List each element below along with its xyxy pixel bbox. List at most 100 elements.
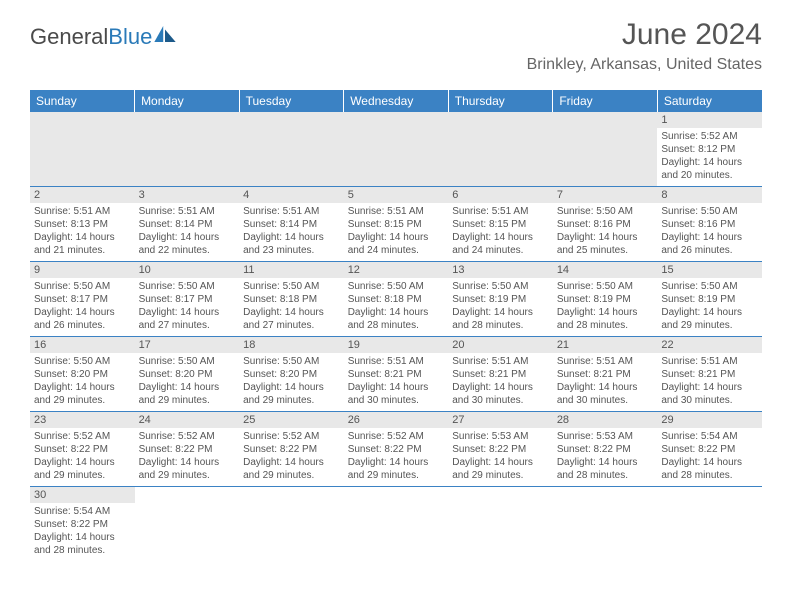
day-number: 1 (657, 112, 762, 128)
day-details: Sunrise: 5:52 AMSunset: 8:22 PMDaylight:… (135, 428, 240, 486)
day-number: 20 (448, 337, 553, 353)
day-number: 22 (657, 337, 762, 353)
day-details: Sunrise: 5:51 AMSunset: 8:21 PMDaylight:… (448, 353, 553, 411)
day-details: Sunrise: 5:51 AMSunset: 8:14 PMDaylight:… (135, 203, 240, 261)
calendar-table: SundayMondayTuesdayWednesdayThursdayFrid… (30, 90, 762, 561)
day-details: Sunrise: 5:51 AMSunset: 8:21 PMDaylight:… (657, 353, 762, 411)
day-number: 29 (657, 412, 762, 428)
weekday-header: Thursday (448, 90, 553, 112)
calendar-cell (344, 487, 449, 562)
day-details: Sunrise: 5:50 AMSunset: 8:19 PMDaylight:… (657, 278, 762, 336)
calendar-body: 1Sunrise: 5:52 AMSunset: 8:12 PMDaylight… (30, 112, 762, 561)
day-number: 12 (344, 262, 449, 278)
calendar-cell: 16Sunrise: 5:50 AMSunset: 8:20 PMDayligh… (30, 337, 135, 412)
calendar-cell: 3Sunrise: 5:51 AMSunset: 8:14 PMDaylight… (135, 187, 240, 262)
calendar-cell: 19Sunrise: 5:51 AMSunset: 8:21 PMDayligh… (344, 337, 449, 412)
calendar-cell: 5Sunrise: 5:51 AMSunset: 8:15 PMDaylight… (344, 187, 449, 262)
day-details: Sunrise: 5:53 AMSunset: 8:22 PMDaylight:… (553, 428, 658, 486)
calendar-cell: 28Sunrise: 5:53 AMSunset: 8:22 PMDayligh… (553, 412, 658, 487)
calendar-cell: 13Sunrise: 5:50 AMSunset: 8:19 PMDayligh… (448, 262, 553, 337)
calendar-cell: 29Sunrise: 5:54 AMSunset: 8:22 PMDayligh… (657, 412, 762, 487)
calendar-cell: 17Sunrise: 5:50 AMSunset: 8:20 PMDayligh… (135, 337, 240, 412)
weekday-header: Tuesday (239, 90, 344, 112)
calendar-cell (448, 112, 553, 187)
day-number: 30 (30, 487, 135, 503)
calendar-cell: 20Sunrise: 5:51 AMSunset: 8:21 PMDayligh… (448, 337, 553, 412)
day-number: 23 (30, 412, 135, 428)
day-number: 13 (448, 262, 553, 278)
logo-text-blue: Blue (108, 24, 152, 49)
sail-icon (154, 26, 176, 42)
weekday-header: Wednesday (344, 90, 449, 112)
calendar-cell (239, 112, 344, 187)
calendar-cell: 6Sunrise: 5:51 AMSunset: 8:15 PMDaylight… (448, 187, 553, 262)
day-details: Sunrise: 5:52 AMSunset: 8:22 PMDaylight:… (344, 428, 449, 486)
day-number: 28 (553, 412, 658, 428)
logo-text-general: General (30, 24, 108, 49)
day-details: Sunrise: 5:54 AMSunset: 8:22 PMDaylight:… (30, 503, 135, 561)
day-number: 14 (553, 262, 658, 278)
day-number: 26 (344, 412, 449, 428)
day-number: 5 (344, 187, 449, 203)
calendar-cell: 14Sunrise: 5:50 AMSunset: 8:19 PMDayligh… (553, 262, 658, 337)
calendar-cell (135, 112, 240, 187)
calendar-cell (30, 112, 135, 187)
day-details: Sunrise: 5:50 AMSunset: 8:18 PMDaylight:… (344, 278, 449, 336)
calendar-cell (657, 487, 762, 562)
calendar-cell: 18Sunrise: 5:50 AMSunset: 8:20 PMDayligh… (239, 337, 344, 412)
weekday-header: Friday (553, 90, 658, 112)
day-details: Sunrise: 5:50 AMSunset: 8:19 PMDaylight:… (553, 278, 658, 336)
calendar-cell: 24Sunrise: 5:52 AMSunset: 8:22 PMDayligh… (135, 412, 240, 487)
day-details: Sunrise: 5:51 AMSunset: 8:15 PMDaylight:… (344, 203, 449, 261)
calendar-head: SundayMondayTuesdayWednesdayThursdayFrid… (30, 90, 762, 112)
day-number: 18 (239, 337, 344, 353)
title-block: June 2024 Brinkley, Arkansas, United Sta… (527, 18, 762, 74)
calendar-cell (448, 487, 553, 562)
day-details: Sunrise: 5:52 AMSunset: 8:22 PMDaylight:… (239, 428, 344, 486)
day-number: 7 (553, 187, 658, 203)
calendar-cell (553, 112, 658, 187)
day-details: Sunrise: 5:50 AMSunset: 8:16 PMDaylight:… (657, 203, 762, 261)
day-number: 9 (30, 262, 135, 278)
calendar-cell (135, 487, 240, 562)
calendar-cell: 8Sunrise: 5:50 AMSunset: 8:16 PMDaylight… (657, 187, 762, 262)
day-number: 25 (239, 412, 344, 428)
day-number: 3 (135, 187, 240, 203)
day-number: 10 (135, 262, 240, 278)
calendar-cell: 11Sunrise: 5:50 AMSunset: 8:18 PMDayligh… (239, 262, 344, 337)
day-details: Sunrise: 5:52 AMSunset: 8:22 PMDaylight:… (30, 428, 135, 486)
day-number: 6 (448, 187, 553, 203)
calendar-cell: 7Sunrise: 5:50 AMSunset: 8:16 PMDaylight… (553, 187, 658, 262)
calendar-cell (239, 487, 344, 562)
calendar-cell: 10Sunrise: 5:50 AMSunset: 8:17 PMDayligh… (135, 262, 240, 337)
day-number: 15 (657, 262, 762, 278)
calendar-cell: 27Sunrise: 5:53 AMSunset: 8:22 PMDayligh… (448, 412, 553, 487)
calendar-cell: 12Sunrise: 5:50 AMSunset: 8:18 PMDayligh… (344, 262, 449, 337)
calendar-cell: 21Sunrise: 5:51 AMSunset: 8:21 PMDayligh… (553, 337, 658, 412)
day-number: 16 (30, 337, 135, 353)
day-details: Sunrise: 5:50 AMSunset: 8:19 PMDaylight:… (448, 278, 553, 336)
day-details: Sunrise: 5:50 AMSunset: 8:17 PMDaylight:… (135, 278, 240, 336)
day-details: Sunrise: 5:50 AMSunset: 8:20 PMDaylight:… (135, 353, 240, 411)
logo: GeneralBlue (30, 24, 176, 50)
day-number: 2 (30, 187, 135, 203)
day-number: 21 (553, 337, 658, 353)
day-details: Sunrise: 5:50 AMSunset: 8:20 PMDaylight:… (239, 353, 344, 411)
day-details: Sunrise: 5:51 AMSunset: 8:21 PMDaylight:… (553, 353, 658, 411)
calendar-cell: 26Sunrise: 5:52 AMSunset: 8:22 PMDayligh… (344, 412, 449, 487)
calendar-cell: 25Sunrise: 5:52 AMSunset: 8:22 PMDayligh… (239, 412, 344, 487)
day-details: Sunrise: 5:52 AMSunset: 8:12 PMDaylight:… (657, 128, 762, 186)
logo-text: GeneralBlue (30, 24, 152, 50)
day-details: Sunrise: 5:50 AMSunset: 8:18 PMDaylight:… (239, 278, 344, 336)
calendar-cell: 1Sunrise: 5:52 AMSunset: 8:12 PMDaylight… (657, 112, 762, 187)
calendar-cell: 30Sunrise: 5:54 AMSunset: 8:22 PMDayligh… (30, 487, 135, 562)
day-number: 4 (239, 187, 344, 203)
calendar-cell (553, 487, 658, 562)
calendar-cell: 23Sunrise: 5:52 AMSunset: 8:22 PMDayligh… (30, 412, 135, 487)
day-number: 8 (657, 187, 762, 203)
calendar-cell: 15Sunrise: 5:50 AMSunset: 8:19 PMDayligh… (657, 262, 762, 337)
month-title: June 2024 (527, 18, 762, 52)
day-details: Sunrise: 5:51 AMSunset: 8:14 PMDaylight:… (239, 203, 344, 261)
calendar-cell: 22Sunrise: 5:51 AMSunset: 8:21 PMDayligh… (657, 337, 762, 412)
day-number: 27 (448, 412, 553, 428)
